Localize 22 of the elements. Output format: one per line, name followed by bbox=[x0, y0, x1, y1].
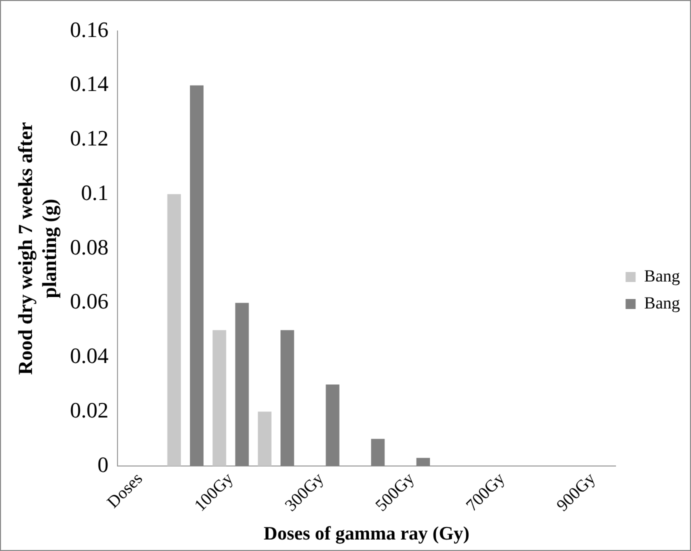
bar bbox=[190, 85, 204, 466]
y-tick-label: 0.02 bbox=[70, 397, 108, 422]
bar bbox=[167, 194, 181, 466]
y-axis-title: Rood dry weigh 7 weeks after planting (g) bbox=[15, 122, 62, 375]
y-tick-label: 0.12 bbox=[70, 126, 108, 151]
bar bbox=[280, 330, 294, 466]
bar bbox=[258, 412, 272, 466]
bar bbox=[326, 384, 340, 466]
y-tick-label: 0.04 bbox=[70, 343, 108, 368]
legend-label: Bang bbox=[644, 293, 680, 312]
bar bbox=[371, 438, 385, 466]
y-tick-label: 0 bbox=[98, 452, 108, 477]
y-tick-label: 0.06 bbox=[70, 288, 108, 314]
bar bbox=[416, 458, 430, 466]
legend-label: Bang bbox=[644, 266, 680, 286]
x-axis-title: Doses of gamma ray (Gy) bbox=[264, 524, 470, 545]
bar bbox=[212, 330, 226, 466]
y-tick-label: 0.08 bbox=[70, 234, 108, 260]
y-tick-label: 0.1 bbox=[81, 180, 108, 205]
y-tick-label: 0.16 bbox=[70, 16, 108, 42]
y-tick-label: 0.14 bbox=[70, 71, 108, 96]
bar bbox=[235, 302, 249, 466]
